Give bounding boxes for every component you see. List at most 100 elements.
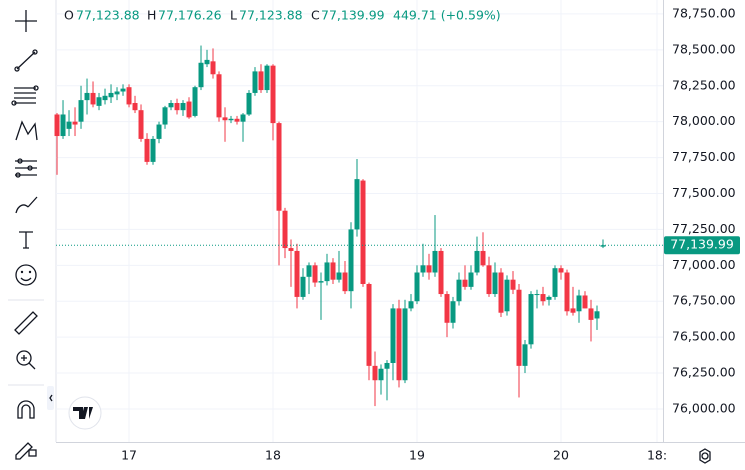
y-tick-label: 78,000.00 xyxy=(672,113,736,128)
emoji-tool[interactable] xyxy=(15,264,37,286)
candle-body xyxy=(480,250,486,266)
candle-body xyxy=(444,294,450,323)
candle-body xyxy=(378,368,384,381)
candle-body xyxy=(324,262,330,282)
candle-body xyxy=(402,308,408,381)
open-value: 77,123.88 xyxy=(76,8,140,23)
last-price-label: 77,139.99 xyxy=(670,237,734,252)
candle-body xyxy=(222,117,228,121)
candle-body xyxy=(312,265,318,283)
x-tick-label: 19 xyxy=(409,448,425,463)
crosshair-tool[interactable] xyxy=(15,10,37,32)
candle-body xyxy=(348,229,354,292)
candle-body xyxy=(336,272,342,280)
y-tick-label: 76,750.00 xyxy=(672,293,736,308)
y-tick-label: 77,750.00 xyxy=(672,149,736,164)
candle-body xyxy=(390,308,396,363)
fib-tool[interactable] xyxy=(11,85,39,106)
candle-body xyxy=(162,107,168,125)
candle-body xyxy=(270,65,276,124)
x-tick-label: 17 xyxy=(121,448,137,463)
candle-body xyxy=(534,294,540,296)
candle-body xyxy=(360,180,366,284)
candle-body xyxy=(114,91,120,95)
candle-body xyxy=(354,179,360,230)
y-tick-label: 77,250.00 xyxy=(672,221,736,236)
candle-body xyxy=(282,210,288,249)
candle-body xyxy=(528,294,534,345)
tv-logo[interactable] xyxy=(68,396,102,430)
toolbar xyxy=(8,10,54,460)
candle-body xyxy=(180,102,186,111)
candle-body xyxy=(258,71,264,91)
candle-body xyxy=(342,272,348,292)
candle-body xyxy=(552,268,558,297)
candle-body xyxy=(60,114,66,137)
candle-body xyxy=(366,283,372,366)
collapse-toggle[interactable] xyxy=(47,386,54,410)
candle-body xyxy=(72,121,78,125)
candle-body xyxy=(330,262,336,280)
candle-body xyxy=(408,301,414,309)
candle-body xyxy=(516,289,522,366)
candle-body xyxy=(504,279,510,312)
zoom-tool[interactable] xyxy=(16,350,36,370)
candle-body xyxy=(138,110,144,139)
candle-body xyxy=(198,62,204,88)
trendline-tool[interactable] xyxy=(14,49,38,72)
candle-body xyxy=(108,92,114,98)
c-label: C xyxy=(311,8,320,23)
candle-body xyxy=(522,344,528,366)
candle-body xyxy=(300,276,306,297)
candle-body xyxy=(252,71,258,93)
candle-body xyxy=(156,124,162,139)
candle-body xyxy=(84,92,90,101)
y-tick-label: 78,500.00 xyxy=(672,41,736,56)
candle-body xyxy=(240,114,246,122)
candle-body xyxy=(168,102,174,108)
candle-body xyxy=(306,265,312,277)
candle-body xyxy=(228,118,234,121)
o-label: O xyxy=(64,8,74,23)
candle-body xyxy=(564,272,570,312)
candle-body xyxy=(132,102,138,111)
candle-body xyxy=(570,308,576,313)
magnet-tool[interactable] xyxy=(17,400,35,419)
candle-body xyxy=(468,272,474,287)
settings-gear[interactable] xyxy=(699,448,711,464)
candle-body xyxy=(576,295,582,312)
change-value: 449.71 (+0.59%) xyxy=(393,8,501,23)
candle-body xyxy=(216,74,222,118)
candle-body xyxy=(186,101,192,118)
candle-body xyxy=(234,118,240,122)
candle-body xyxy=(498,272,504,313)
candle-body xyxy=(78,100,84,122)
y-tick-label: 77,000.00 xyxy=(672,257,736,272)
x-tick-label: 18 xyxy=(265,448,281,463)
brush-tool[interactable] xyxy=(15,196,38,214)
candle-body xyxy=(318,281,324,283)
y-tick-label: 78,750.00 xyxy=(672,5,736,20)
forecast-tool[interactable] xyxy=(15,158,37,178)
candle-body xyxy=(546,296,552,300)
candle-body xyxy=(126,87,132,105)
candle-body xyxy=(588,308,594,320)
pattern-tool[interactable] xyxy=(15,120,38,141)
candle-body xyxy=(426,265,432,273)
candle-body xyxy=(90,92,96,105)
candle-body xyxy=(510,279,516,290)
candle-body xyxy=(66,121,72,129)
x-tick-label: 20 xyxy=(553,448,569,463)
y-tick-label: 77,500.00 xyxy=(672,185,736,200)
ruler-tool[interactable] xyxy=(14,311,38,335)
candle-body xyxy=(450,301,456,323)
low-value: 77,123.88 xyxy=(239,8,303,23)
candle-body xyxy=(486,265,492,295)
text-tool[interactable] xyxy=(19,231,33,249)
candle-body xyxy=(192,87,198,116)
lock-tool[interactable] xyxy=(15,442,37,460)
candle-body xyxy=(384,362,390,369)
candle-body xyxy=(432,250,438,273)
candle-body xyxy=(474,250,480,273)
